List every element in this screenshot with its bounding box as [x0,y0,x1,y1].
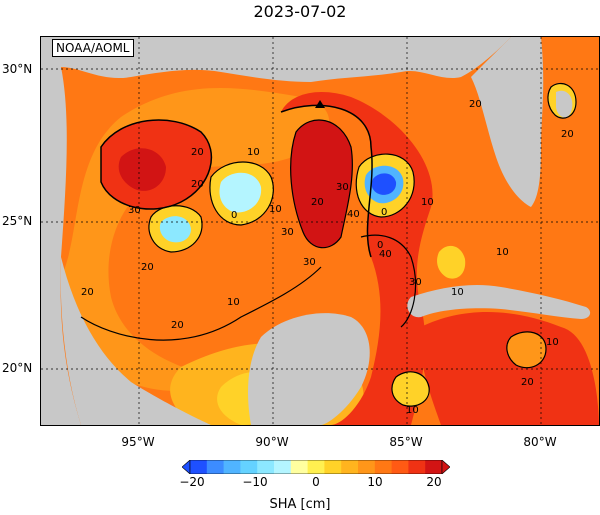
contour-label: 0 [231,210,238,221]
contour-label: 10 [421,197,434,208]
contour-south-10 [80,266,322,341]
colorbar-swatch [206,460,225,474]
contour-label: 20 [191,147,204,158]
contour-label: 10 [496,247,509,258]
contour-loop-40 [290,119,353,249]
colorbar-swatch [190,460,208,474]
graticule [41,37,599,425]
lat-label-30n: 30°N [2,62,33,76]
colorbar-swatch [223,460,241,474]
contour-cold-right-0 [355,153,415,218]
colorbar-tick: 10 [367,475,383,489]
colorbar-swatch [240,460,258,474]
contour-caribbean-10 [391,371,430,407]
lon-label-85w: 85°W [389,435,423,449]
station-marker-icon [315,100,325,108]
colorbar-swatches [189,460,443,474]
lat-label-25n: 25°N [2,214,33,228]
warm-eddy-core [290,120,353,248]
contour-atlantic-10 [547,82,577,119]
warm-eddy-west-core [118,148,166,191]
colorbar-swatch [391,460,409,474]
contour-label: 40 [379,249,392,260]
colorbar-title: SHA [cm] [269,497,331,512]
colorbar-swatch [341,460,359,474]
contour-label: 20 [81,287,94,298]
contour-label: 0 [377,240,384,251]
colorbar-tick: 0 [312,475,320,489]
colorbar [182,460,450,474]
lat-label-20n: 20°N [2,361,33,375]
contour-label: 30 [128,205,141,216]
contour-label: 10 [451,287,464,298]
contour-label: 40 [347,209,360,220]
contour-cold-left-0 [148,205,203,253]
contour-label: 10 [227,297,240,308]
credit-box: NOAA/AOML [52,39,134,57]
caribbean-eddy [506,331,546,368]
colorbar-swatch [324,460,342,474]
contour-label: 20 [311,197,324,208]
colorbar-swatch [408,460,426,474]
contour-label: 30 [336,182,349,193]
colorbar-swatch [358,460,376,474]
contour-label: 0 [381,207,388,218]
map-canvas [41,37,599,425]
contour-east-40 [360,234,417,328]
cuba [407,285,591,319]
cold-eddy-right-core [371,173,397,195]
cold-eddy-center [219,172,262,213]
yellow-spot-caribbean [391,371,430,407]
map-title: 2023-07-02 [253,2,347,21]
contour-label: 20 [171,320,184,331]
contour-label: 30 [281,227,294,238]
caribbean-warm [420,312,599,425]
florida-peninsula [471,37,544,207]
colorbar-tick: −20 [179,475,205,489]
lon-label-80w: 80°W [523,435,557,449]
yellow-spot-east [437,245,466,279]
mexico-west-coast [41,67,81,425]
contour-label: 30 [303,257,316,268]
contour-cold-center-0 [209,161,274,226]
contour-label: 20 [469,99,482,110]
mexico-south-coast [60,257,211,425]
sha-map: 20 10 30 0 10 0 10 20 30 40 30 20 0 10 4… [40,36,600,426]
cold-eddy-left [159,216,191,243]
colorbar-right-arrow [441,460,450,474]
us-gulf-coast [41,37,599,82]
yucatan-peninsula [248,313,370,425]
lon-label-90w: 90°W [255,435,289,449]
contour-label: 10 [269,204,282,215]
contour-label: 20 [561,129,574,140]
colorbar-swatch [257,460,275,474]
colorbar-swatch [290,460,309,474]
contour-label: 10 [546,337,559,348]
contour-label: 10 [247,147,260,158]
colorbar-swatch [307,460,325,474]
colorbar-tick: −10 [242,475,268,489]
colorbar-swatch [425,460,443,474]
contour-label: 10 [406,405,419,416]
colorbar-tick: 20 [426,475,442,489]
contour-label: 30 [409,277,422,288]
bahamas [556,90,573,118]
contour-label: 20 [521,377,534,388]
colorbar-left-arrow [182,460,191,474]
lon-label-95w: 95°W [121,435,155,449]
contour-label: 20 [141,262,154,273]
colorbar-swatch [274,460,292,474]
contour-label: 20 [191,179,204,190]
contour-west-30 [100,119,212,210]
contour-caribbean-20 [506,331,547,369]
colorbar-swatch [374,460,393,474]
